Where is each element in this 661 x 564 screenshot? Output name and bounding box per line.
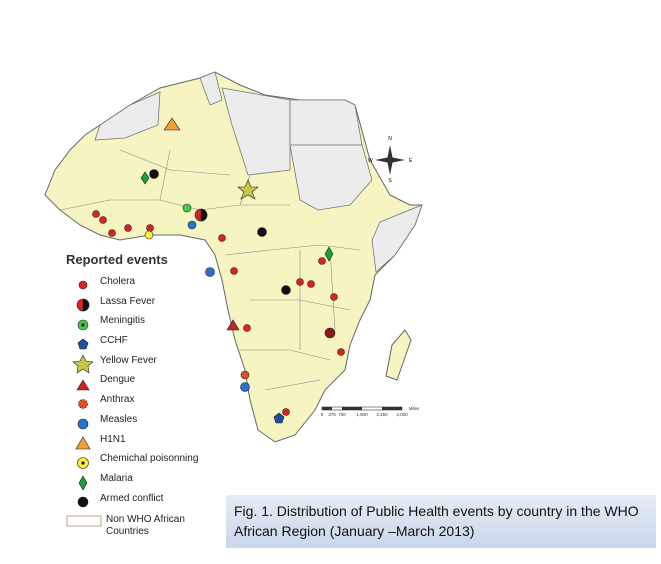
legend-item: Measles (100, 413, 138, 425)
legend: Reported events Cholera Lassa Fever Mening… (66, 252, 236, 511)
compass-n: N (388, 136, 392, 142)
legend-symbols (66, 280, 102, 527)
compass: N S E W (368, 136, 413, 184)
compass-w: W (368, 158, 373, 164)
legend-item: Armed conflict (100, 492, 164, 504)
caption: Fig. 1. Distribution of Public Health ev… (226, 495, 656, 548)
events (92, 117, 345, 424)
legend-non-who: Non WHO African Countries (106, 514, 185, 537)
scale-unit: Miles (409, 406, 420, 411)
legend-item: Cholera (100, 276, 136, 287)
madagascar (385, 329, 412, 381)
legend-title: Reported events (66, 252, 168, 267)
legend-item: H1N1 (100, 433, 126, 445)
legend-item: Chemichal poisonning (100, 453, 199, 465)
legend-item: CCHF (100, 335, 128, 347)
legend-item: Malaria (100, 472, 133, 484)
scale-label: 750 (338, 412, 346, 417)
scale-label: 1,500 (356, 412, 368, 417)
compass-e: E (409, 158, 413, 164)
compass-s: S (388, 178, 392, 184)
legend-item: Dengue (100, 374, 136, 386)
scale-label: 3,000 (396, 412, 408, 417)
legend-item: Meningitis (100, 315, 146, 327)
scale-label: 2,250 (376, 412, 388, 417)
legend-item: Lassa Fever (100, 295, 156, 307)
scale-bar: 0 375 750 1,500 2,250 3,000 Miles (321, 406, 420, 417)
scale-label: 375 (328, 412, 336, 417)
legend-item: Yellow Fever (100, 354, 157, 366)
non-who-countries (94, 71, 423, 273)
scale-label: 0 (321, 412, 324, 417)
legend-item: Anthrax (100, 394, 135, 406)
legend-items: Cholera Lassa Fever Meningitis CCHF Yellow F… (66, 275, 236, 511)
